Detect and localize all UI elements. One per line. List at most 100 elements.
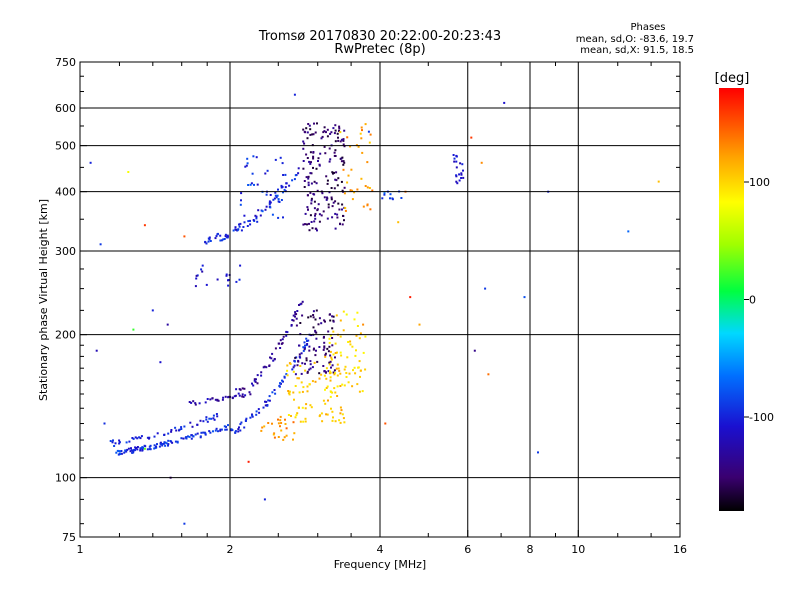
data-point xyxy=(170,430,173,433)
data-point xyxy=(334,200,337,203)
data-point xyxy=(338,127,341,130)
data-point xyxy=(128,440,131,443)
data-point xyxy=(234,431,237,434)
data-point xyxy=(288,184,291,187)
data-point xyxy=(340,409,343,412)
x-tick-label: 2 xyxy=(227,543,234,556)
data-point xyxy=(356,383,359,386)
data-point xyxy=(305,344,308,347)
data-point xyxy=(301,300,304,303)
x-tick-label: 8 xyxy=(527,543,534,556)
data-point xyxy=(323,130,326,133)
data-point xyxy=(174,440,177,443)
data-point xyxy=(322,336,325,339)
data-point xyxy=(280,199,283,201)
data-point xyxy=(286,369,289,372)
data-point xyxy=(264,404,267,407)
data-point xyxy=(418,323,421,326)
data-point xyxy=(304,212,307,215)
data-point xyxy=(327,370,330,373)
data-point xyxy=(282,335,285,338)
data-point xyxy=(123,451,126,454)
data-point xyxy=(324,320,326,323)
data-point xyxy=(148,445,151,448)
data-point xyxy=(462,176,465,179)
data-point xyxy=(233,395,236,398)
data-point xyxy=(215,427,218,430)
data-point xyxy=(225,273,228,276)
data-point xyxy=(279,156,282,159)
data-point xyxy=(127,171,130,173)
data-point xyxy=(361,390,364,393)
data-point xyxy=(119,450,122,453)
data-point xyxy=(342,163,345,166)
data-point xyxy=(277,436,280,438)
data-point xyxy=(299,356,302,359)
data-point xyxy=(320,373,323,376)
data-point xyxy=(310,172,313,175)
data-point xyxy=(461,163,464,166)
data-point xyxy=(328,345,331,348)
data-point xyxy=(214,398,217,401)
data-point xyxy=(309,162,312,165)
data-point xyxy=(178,428,181,431)
data-point xyxy=(199,419,202,422)
data-point xyxy=(323,196,326,199)
data-point xyxy=(306,194,309,197)
data-point xyxy=(327,330,330,333)
data-point xyxy=(339,372,342,375)
data-point xyxy=(290,324,293,326)
data-point xyxy=(195,277,198,280)
data-point xyxy=(309,214,312,217)
data-point xyxy=(304,362,306,365)
data-point xyxy=(347,341,350,343)
data-point xyxy=(311,366,314,369)
data-point xyxy=(315,309,318,312)
chart-title-block: Tromsø 20170830 20:22:00-20:23:43 RwPret… xyxy=(258,29,501,57)
data-point xyxy=(286,374,289,377)
data-point xyxy=(324,402,327,405)
data-point xyxy=(138,436,141,439)
data-point xyxy=(312,314,315,316)
data-point xyxy=(263,498,266,501)
data-point xyxy=(309,367,312,370)
data-point xyxy=(268,399,271,402)
data-point xyxy=(334,227,337,230)
data-point xyxy=(324,354,327,357)
data-point xyxy=(286,331,289,334)
data-point xyxy=(307,177,310,180)
data-point xyxy=(332,201,335,204)
data-point xyxy=(241,395,244,398)
data-point xyxy=(343,129,346,132)
data-point xyxy=(323,126,326,129)
data-point xyxy=(217,430,219,433)
data-point xyxy=(359,332,362,335)
data-point xyxy=(198,402,201,405)
data-point xyxy=(364,335,367,338)
data-point xyxy=(224,235,227,237)
data-point xyxy=(247,184,250,186)
data-point xyxy=(165,442,168,445)
data-point xyxy=(284,423,287,425)
data-point xyxy=(337,367,340,370)
data-point xyxy=(321,420,324,423)
data-point xyxy=(156,432,159,435)
data-point xyxy=(224,395,227,398)
data-point xyxy=(295,414,298,417)
data-point xyxy=(237,430,240,433)
data-point xyxy=(321,135,324,138)
data-point xyxy=(329,158,332,161)
data-point xyxy=(272,433,275,436)
data-point xyxy=(336,213,339,216)
data-point xyxy=(284,186,287,189)
data-point xyxy=(251,172,254,175)
data-point xyxy=(273,432,276,435)
data-point xyxy=(212,430,214,433)
data-point xyxy=(302,223,305,226)
data-point xyxy=(339,385,342,387)
data-point xyxy=(242,395,245,398)
data-point xyxy=(328,363,331,366)
data-point xyxy=(264,172,267,175)
data-point xyxy=(364,185,367,187)
data-point xyxy=(277,342,280,345)
